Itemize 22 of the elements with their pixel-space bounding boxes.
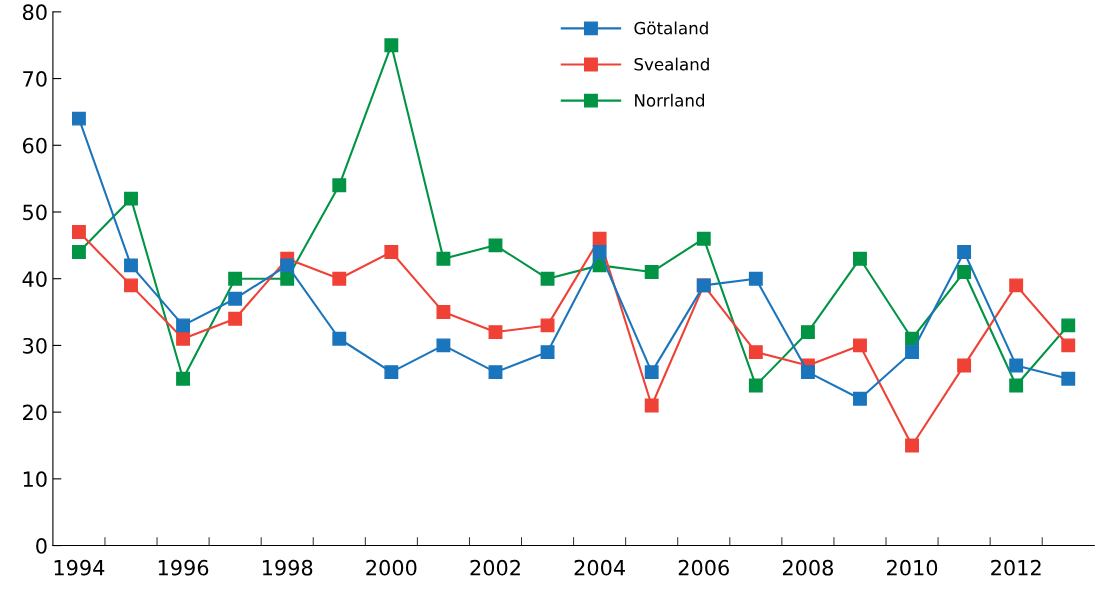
x-tick-label: 2008 [782, 559, 833, 576]
x-tick-label: 2012 [991, 559, 1041, 576]
x-tick-label: 1996 [158, 559, 209, 576]
y-tick-label: 80 [22, 4, 47, 21]
x-tick-label: 2006 [678, 559, 729, 576]
y-tick-label: 40 [22, 271, 47, 287]
x-tick-label: 2004 [574, 559, 625, 576]
x-tick-label: 1994 [54, 559, 105, 576]
x-tick-label: 1998 [262, 559, 313, 576]
x-tick-label: 2002 [470, 559, 520, 576]
x-tick-label: 2000 [366, 559, 417, 576]
legend-label: Götaland [634, 21, 708, 35]
x-tick-label: 2010 [887, 559, 938, 576]
y-tick-label: 30 [23, 337, 47, 354]
y-tick-label: 10 [23, 471, 47, 488]
legend-label: Svealand [634, 57, 709, 71]
y-tick-label: 20 [23, 404, 47, 421]
y-tick-label: 60 [22, 137, 47, 154]
legend-label: Norrland [635, 93, 705, 107]
y-tick-label: 50 [23, 204, 47, 221]
y-tick-label: 0 [36, 538, 47, 554]
y-tick-label: 70 [23, 71, 47, 87]
